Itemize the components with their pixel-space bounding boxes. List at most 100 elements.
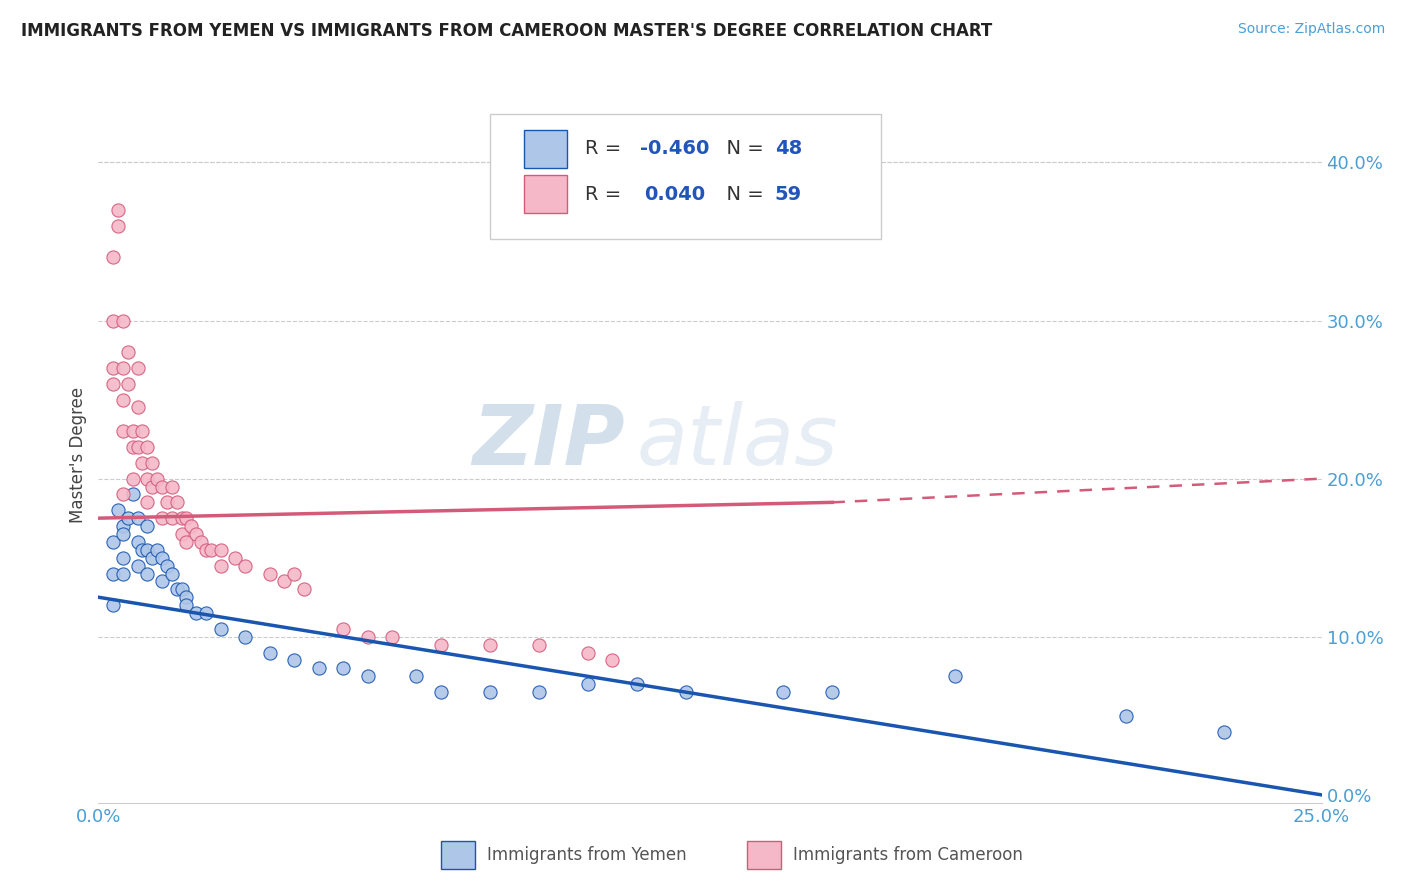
Point bbox=[356, 669, 378, 683]
Point bbox=[107, 202, 129, 217]
Point bbox=[675, 685, 697, 699]
Point bbox=[131, 456, 153, 470]
Point bbox=[131, 424, 153, 438]
Point bbox=[821, 685, 844, 699]
Point bbox=[117, 345, 139, 359]
Point bbox=[131, 542, 153, 557]
Point bbox=[356, 630, 378, 644]
Point bbox=[121, 424, 143, 438]
Point bbox=[150, 574, 173, 589]
Text: ZIP: ZIP bbox=[472, 401, 624, 482]
Point bbox=[121, 487, 143, 501]
Point bbox=[626, 677, 648, 691]
Point bbox=[332, 622, 354, 636]
Point bbox=[127, 401, 149, 415]
Point bbox=[209, 558, 232, 573]
Point bbox=[141, 456, 163, 470]
Point bbox=[111, 550, 134, 565]
Bar bbox=[524, 175, 567, 213]
Point bbox=[308, 661, 330, 675]
Point bbox=[195, 542, 218, 557]
Point bbox=[111, 360, 134, 375]
Point bbox=[176, 591, 198, 605]
Point bbox=[111, 527, 134, 541]
Text: 48: 48 bbox=[775, 139, 801, 158]
Point bbox=[150, 511, 173, 525]
Point bbox=[180, 519, 202, 533]
Point bbox=[121, 440, 143, 454]
Point bbox=[107, 219, 129, 233]
Point bbox=[176, 534, 198, 549]
Point bbox=[150, 479, 173, 493]
Point bbox=[381, 630, 404, 644]
Text: 0.040: 0.040 bbox=[644, 185, 704, 203]
Point bbox=[186, 606, 208, 620]
Point bbox=[209, 542, 232, 557]
Text: Source: ZipAtlas.com: Source: ZipAtlas.com bbox=[1237, 22, 1385, 37]
Point bbox=[111, 424, 134, 438]
Point bbox=[101, 250, 124, 264]
Point bbox=[233, 630, 256, 644]
Point bbox=[127, 558, 149, 573]
Point bbox=[146, 542, 169, 557]
Point bbox=[117, 376, 139, 391]
Point bbox=[101, 534, 124, 549]
Point bbox=[156, 495, 179, 509]
Point bbox=[141, 550, 163, 565]
Bar bbox=[524, 129, 567, 168]
Point bbox=[101, 376, 124, 391]
Point bbox=[101, 360, 124, 375]
Point bbox=[136, 440, 159, 454]
Point bbox=[176, 598, 198, 612]
Text: atlas: atlas bbox=[637, 401, 838, 482]
Point bbox=[166, 495, 188, 509]
Point bbox=[160, 566, 183, 581]
Point bbox=[772, 685, 794, 699]
Point bbox=[121, 472, 143, 486]
Point bbox=[233, 558, 256, 573]
Y-axis label: Master's Degree: Master's Degree bbox=[69, 387, 87, 523]
Bar bbox=[747, 841, 780, 869]
Point bbox=[136, 566, 159, 581]
Bar bbox=[441, 841, 475, 869]
Point bbox=[186, 527, 208, 541]
Point bbox=[478, 638, 501, 652]
Point bbox=[127, 534, 149, 549]
Text: N =: N = bbox=[714, 185, 769, 203]
Point bbox=[127, 440, 149, 454]
Point bbox=[576, 646, 599, 660]
Point bbox=[292, 582, 315, 597]
Text: IMMIGRANTS FROM YEMEN VS IMMIGRANTS FROM CAMEROON MASTER'S DEGREE CORRELATION CH: IMMIGRANTS FROM YEMEN VS IMMIGRANTS FROM… bbox=[21, 22, 993, 40]
Point bbox=[160, 479, 183, 493]
Text: N =: N = bbox=[714, 139, 769, 158]
Point bbox=[101, 313, 124, 327]
Point bbox=[283, 566, 305, 581]
Point bbox=[405, 669, 427, 683]
Point bbox=[127, 511, 149, 525]
Point bbox=[166, 582, 188, 597]
Point bbox=[170, 527, 193, 541]
Point bbox=[111, 519, 134, 533]
Text: Immigrants from Yemen: Immigrants from Yemen bbox=[488, 846, 688, 864]
Text: 59: 59 bbox=[775, 185, 801, 203]
Point bbox=[600, 653, 623, 667]
Point bbox=[943, 669, 966, 683]
Point bbox=[111, 566, 134, 581]
Point bbox=[273, 574, 295, 589]
Point bbox=[430, 638, 453, 652]
Point bbox=[527, 685, 550, 699]
Point bbox=[136, 495, 159, 509]
Point bbox=[527, 638, 550, 652]
Text: R =: R = bbox=[585, 139, 627, 158]
Point bbox=[156, 558, 179, 573]
Point bbox=[136, 472, 159, 486]
Point bbox=[430, 685, 453, 699]
Point bbox=[101, 598, 124, 612]
Point bbox=[117, 511, 139, 525]
Point bbox=[1115, 708, 1137, 723]
Point bbox=[176, 511, 198, 525]
Text: R =: R = bbox=[585, 185, 634, 203]
Point bbox=[576, 677, 599, 691]
Point bbox=[111, 313, 134, 327]
Point bbox=[224, 550, 246, 565]
